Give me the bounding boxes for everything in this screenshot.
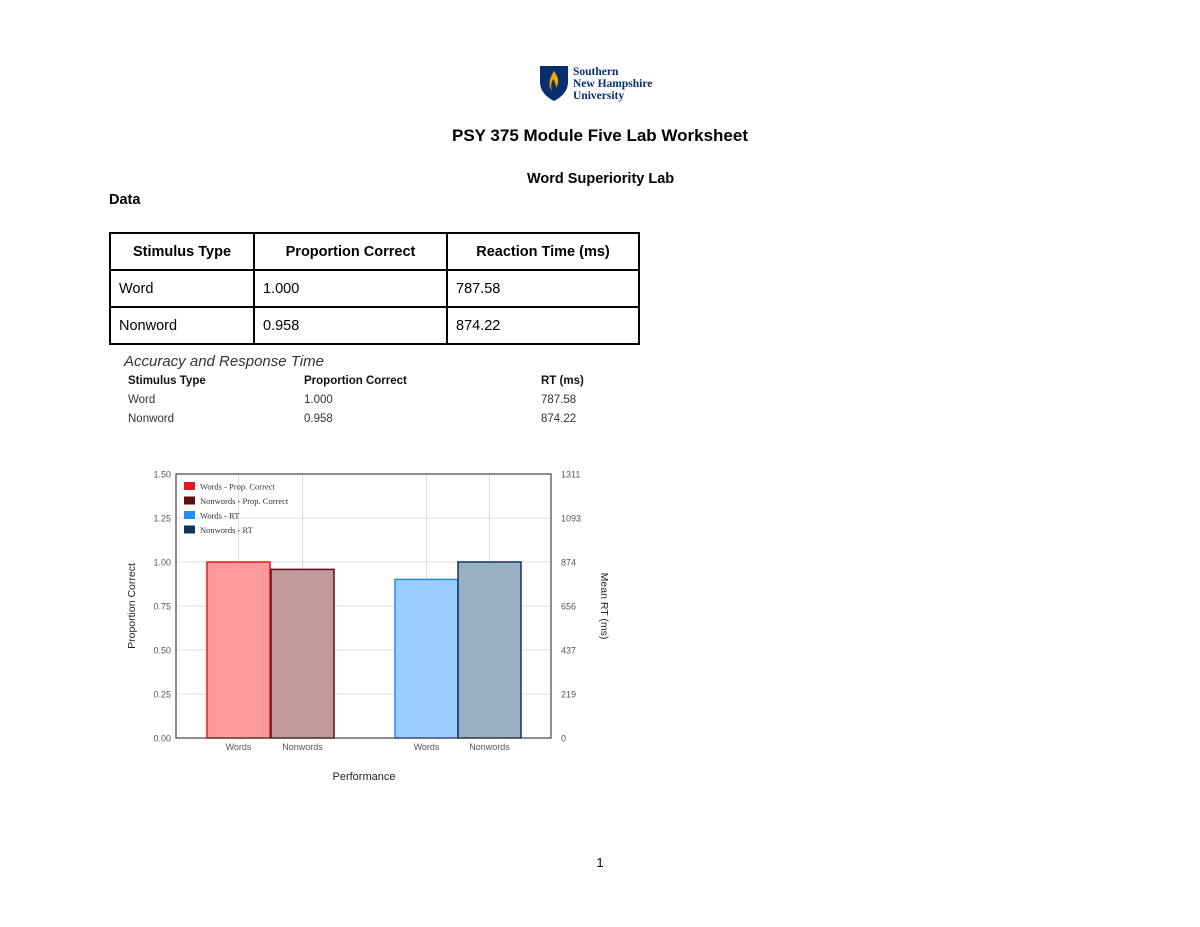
snhu-logo: Southern New Hampshire University: [539, 64, 669, 104]
logo-text-line-3: University: [573, 90, 625, 102]
y-tick-label-left: 0.75: [153, 602, 171, 612]
summary-header-cell: RT (ms): [541, 375, 584, 387]
legend-swatch: [184, 511, 195, 519]
legend-swatch: [184, 525, 195, 534]
summary-grid: Stimulus Type Proportion Correct RT (ms)…: [128, 375, 598, 432]
legend-swatch: [184, 482, 195, 490]
x-axis-title: Performance: [333, 771, 396, 783]
y-tick-label-left: 1.00: [153, 558, 171, 568]
table-row: Nonword 0.958 874.22: [109, 306, 640, 345]
bar-chart-svg: 0.00 0.25 0.50 0.75 1.00 1.25 1.50 0 219 437 656 87…: [126, 470, 610, 784]
y-tick-label-left: 0.00: [153, 734, 171, 744]
data-table: Stimulus Type Proportion Correct Reactio…: [109, 232, 640, 345]
summary-cell: 874.22: [541, 413, 577, 425]
chart-bar: [206, 561, 271, 739]
summary-row: Nonword 0.958 874.22: [128, 413, 598, 432]
summary-cell: 1.000: [304, 394, 333, 406]
table-header-cell: Proportion Correct: [253, 232, 448, 271]
y-tick-label-right: 437: [561, 646, 576, 656]
y-tick-label-left: 0.50: [153, 646, 171, 656]
page-number: 1: [596, 855, 604, 870]
shield-flame-icon: [540, 66, 568, 101]
logo-text-line-2: New Hampshire: [573, 78, 653, 90]
plot-frame: [175, 473, 552, 739]
table-cell: 787.58: [446, 269, 640, 308]
table-header-row: Stimulus Type Proportion Correct Reactio…: [109, 232, 640, 271]
chart-bar: [394, 578, 459, 739]
document-title: PSY 375 Module Five Lab Worksheet: [451, 126, 749, 145]
legend-label: Nonwords - Prop. Correct: [200, 496, 289, 506]
y-tick-label-left: 1.50: [153, 470, 171, 480]
chart-bar: [457, 561, 522, 739]
table-cell: Word: [109, 269, 255, 308]
y-tick-label-right: 1093: [561, 514, 581, 524]
summary-header-row: Stimulus Type Proportion Correct RT (ms): [128, 375, 598, 394]
logo-text-line-1: Southern: [573, 66, 619, 78]
y-axis-title-right: Mean RT (ms): [598, 573, 610, 640]
table-row: Word 1.000 787.58: [109, 269, 640, 308]
y-tick-label-left: 0.25: [153, 690, 171, 700]
y-tick-label-right: 0: [561, 734, 566, 744]
y-tick-label-right: 874: [561, 558, 576, 568]
x-tick-label: Nonwords: [282, 742, 323, 752]
chart-bar: [270, 568, 335, 739]
section-label-data: Data: [109, 192, 141, 208]
x-tick-label: Words: [226, 742, 252, 752]
table-cell: Nonword: [109, 306, 255, 345]
summary-header-cell: Stimulus Type: [128, 375, 206, 387]
legend-label: Words - Prop. Correct: [200, 482, 275, 492]
bar-chart: 0.00 0.25 0.50 0.75 1.00 1.25 1.50 0 219 437 656 87…: [120, 462, 620, 792]
legend-swatch: [184, 496, 195, 505]
table-header-cell: Stimulus Type: [109, 232, 255, 271]
table-cell: 874.22: [446, 306, 640, 345]
y-axis-title-left: Proportion Correct: [126, 563, 138, 649]
y-tick-label-left: 1.25: [153, 514, 171, 524]
summary-cell: 787.58: [541, 394, 577, 406]
summary-cell: 0.958: [304, 413, 333, 425]
x-tick-label: Words: [414, 742, 440, 752]
table-header-cell: Reaction Time (ms): [446, 232, 640, 271]
table-cell: 0.958: [253, 306, 448, 345]
x-tick-label: Nonwords: [469, 742, 510, 752]
legend-label: Words - RT: [200, 511, 240, 521]
y-tick-label-right: 1311: [561, 470, 580, 480]
legend-label: Nonwords - RT: [200, 525, 254, 535]
summary-title: Accuracy and Response Time: [124, 353, 324, 370]
summary-cell: Nonword: [128, 413, 175, 425]
y-tick-label-right: 219: [561, 690, 576, 700]
summary-cell: Word: [128, 394, 156, 406]
summary-row: Word 1.000 787.58: [128, 394, 598, 413]
y-tick-label-right: 656: [561, 602, 576, 612]
document-subtitle: Word Superiority Lab: [527, 171, 675, 187]
summary-header-cell: Proportion Correct: [304, 375, 407, 387]
table-cell: 1.000: [253, 269, 448, 308]
